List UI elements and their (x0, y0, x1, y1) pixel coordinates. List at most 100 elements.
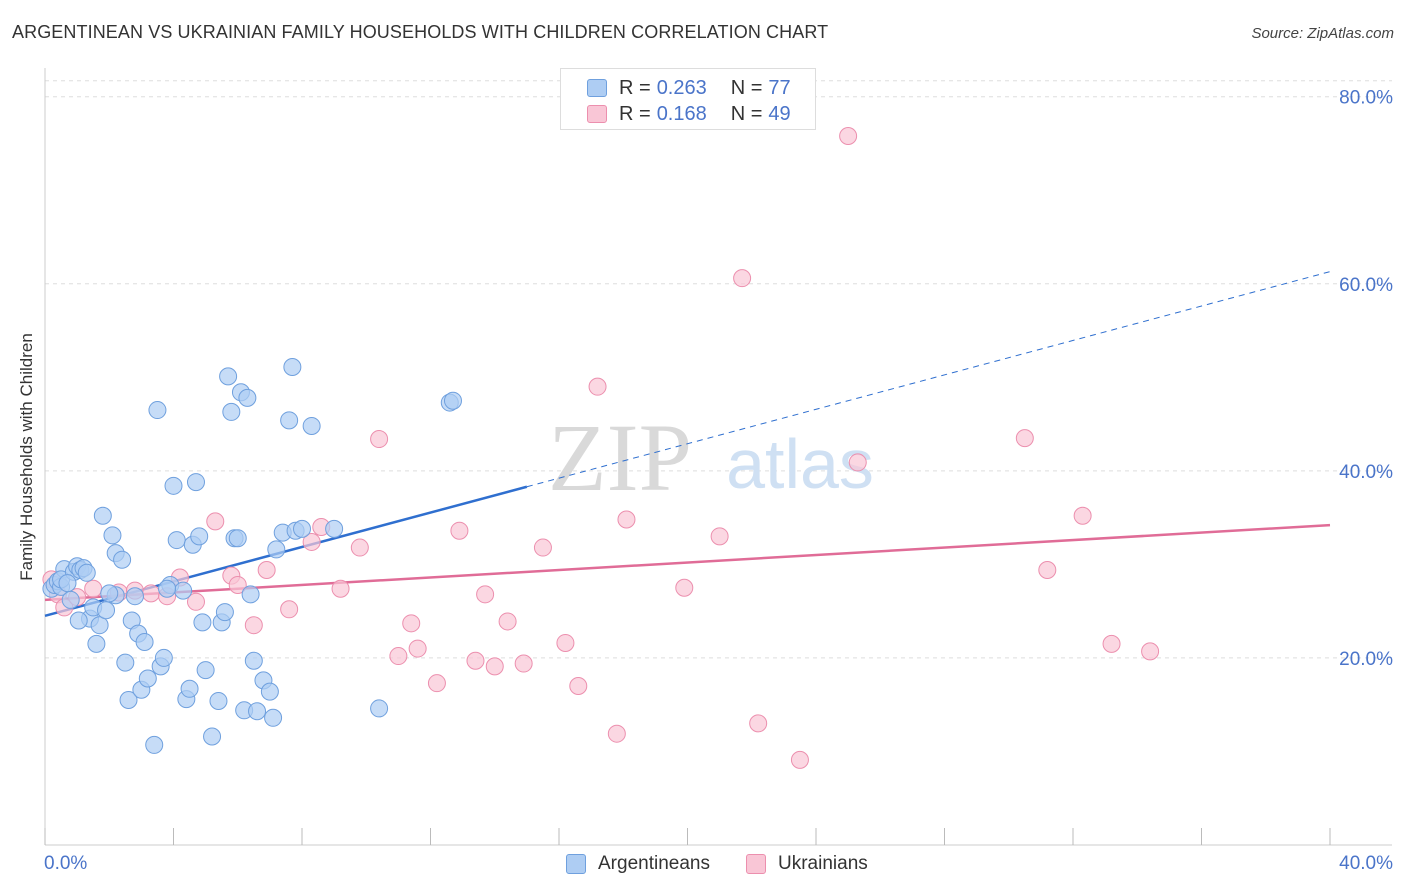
argentinean-point (164, 476, 183, 495)
argentinean-point (219, 367, 238, 386)
argentinean-point (77, 563, 96, 582)
bottom-legend-ukrainians[interactable]: Ukrainians (746, 852, 868, 876)
ukrainian-point (408, 639, 427, 658)
legend-r-label: R = (619, 102, 651, 125)
bottom-legend-swatch-pink (746, 854, 766, 874)
argentinean-point (138, 669, 157, 688)
watermark-zip: ZIP (548, 404, 692, 511)
legend-swatch-blue (587, 79, 607, 97)
argentinean-point (228, 529, 247, 548)
x-tick-label: 0.0% (44, 853, 87, 874)
argentinean-trend-extension (526, 271, 1331, 488)
argentinean-point (267, 540, 286, 559)
argentinean-point (203, 727, 222, 746)
x-tick-label: 40.0% (1339, 853, 1393, 874)
ukrainian-point (790, 750, 809, 769)
argentinean-point (103, 526, 122, 545)
argentinean-point (293, 519, 311, 538)
legend-swatch-pink (587, 105, 607, 123)
ukrainian-point (556, 633, 575, 652)
legend-n-value: 77 (768, 76, 791, 99)
axes (44, 68, 1392, 846)
argentinean-point (244, 651, 263, 670)
bottom-legend-swatch-blue (566, 854, 586, 874)
argentinean-point (148, 401, 167, 420)
legend-n-label: N = (730, 76, 763, 99)
ukrainian-point (206, 512, 225, 531)
y-tick-label: 60.0% (1339, 275, 1393, 296)
argentinean-point (154, 648, 173, 667)
ukrainian-point (1015, 429, 1034, 448)
chart-title: ARGENTINEAN VS UKRAINIAN FAMILY HOUSEHOL… (12, 22, 829, 42)
ukrainian-point (1038, 561, 1057, 580)
y-tick-label: 40.0% (1339, 462, 1393, 483)
ukrainian-point (302, 532, 321, 551)
ukrainian-point (370, 430, 389, 449)
argentinean-point (135, 633, 154, 652)
ukrainian-point (533, 538, 552, 557)
ukrainian-point (485, 657, 504, 676)
ukrainian-point (350, 538, 369, 557)
argentinean-point (280, 411, 299, 430)
ukrainian-point (733, 269, 752, 288)
ukrainian-trend-line (44, 523, 1331, 602)
argentinean-point (113, 550, 132, 569)
source-label: Source: ZipAtlas.com (1251, 25, 1394, 42)
argentinean-point (196, 661, 215, 680)
argentinean-point (443, 391, 462, 410)
ukrainian-point (675, 578, 694, 597)
y-tick-label: 80.0% (1339, 88, 1393, 109)
y-tick-label: 20.0% (1339, 649, 1393, 670)
ukrainian-point (848, 453, 867, 472)
watermark: ZIP atlas (548, 404, 874, 511)
legend-n-value: 49 (768, 102, 791, 125)
argentinean-point (248, 702, 267, 721)
argentinean-point (186, 473, 205, 492)
legend-r-label: R = (619, 76, 651, 99)
ukrainian-point (514, 654, 533, 673)
argentinean-point (145, 735, 164, 754)
argentinean-point (61, 590, 80, 609)
argentinean-point (58, 574, 77, 593)
ukrainian-point (186, 592, 205, 611)
ukrainian-point (1073, 506, 1092, 525)
bottom-legend-argentineans[interactable]: Argentineans (566, 852, 710, 876)
ukrainian-point (749, 714, 768, 733)
argentinean-point (125, 587, 144, 606)
argentinean-point (97, 601, 116, 620)
ukrainian-point (498, 612, 517, 631)
argentinean-point (209, 691, 228, 710)
argentinean-point (222, 402, 241, 421)
ukrainian-point (450, 521, 469, 540)
argentinean-point (93, 506, 112, 525)
tick-labels: 20.0% 40.0% 60.0% 80.0% 0.0% 40.0% (44, 88, 1393, 874)
argentinean-point (241, 585, 260, 604)
argentinean-point (193, 613, 212, 632)
legend-row-ukrainians: R = 0.168 N = 49 (587, 102, 791, 126)
ukrainian-point (1102, 634, 1121, 653)
argentinean-point (190, 527, 209, 546)
argentinean-point (90, 616, 109, 635)
ukrainian-point (331, 579, 350, 598)
ukrainian-point (228, 575, 247, 594)
ukrainian-point (244, 616, 263, 635)
ukrainian-point (402, 614, 421, 633)
argentinean-point (238, 388, 257, 407)
argentinean-point (260, 682, 279, 701)
ukrainian-point (280, 600, 299, 619)
argentinean-point (119, 691, 138, 710)
argentinean-point (264, 708, 283, 727)
correlation-legend: R = 0.263 N = 77 R = 0.168 N = 49 (560, 68, 816, 130)
argentinean-point (180, 679, 199, 698)
legend-r-value: 0.168 (656, 102, 707, 125)
argentinean-point (283, 358, 302, 377)
argentinean-point (158, 579, 177, 598)
ukrainian-point (607, 724, 626, 743)
ukrainian-point (466, 651, 485, 670)
argentinean-point (325, 519, 344, 538)
argentinean-point (174, 581, 193, 600)
argentinean-point (87, 634, 106, 653)
ukrainian-point (1141, 642, 1160, 661)
argentinean-point (215, 603, 234, 622)
